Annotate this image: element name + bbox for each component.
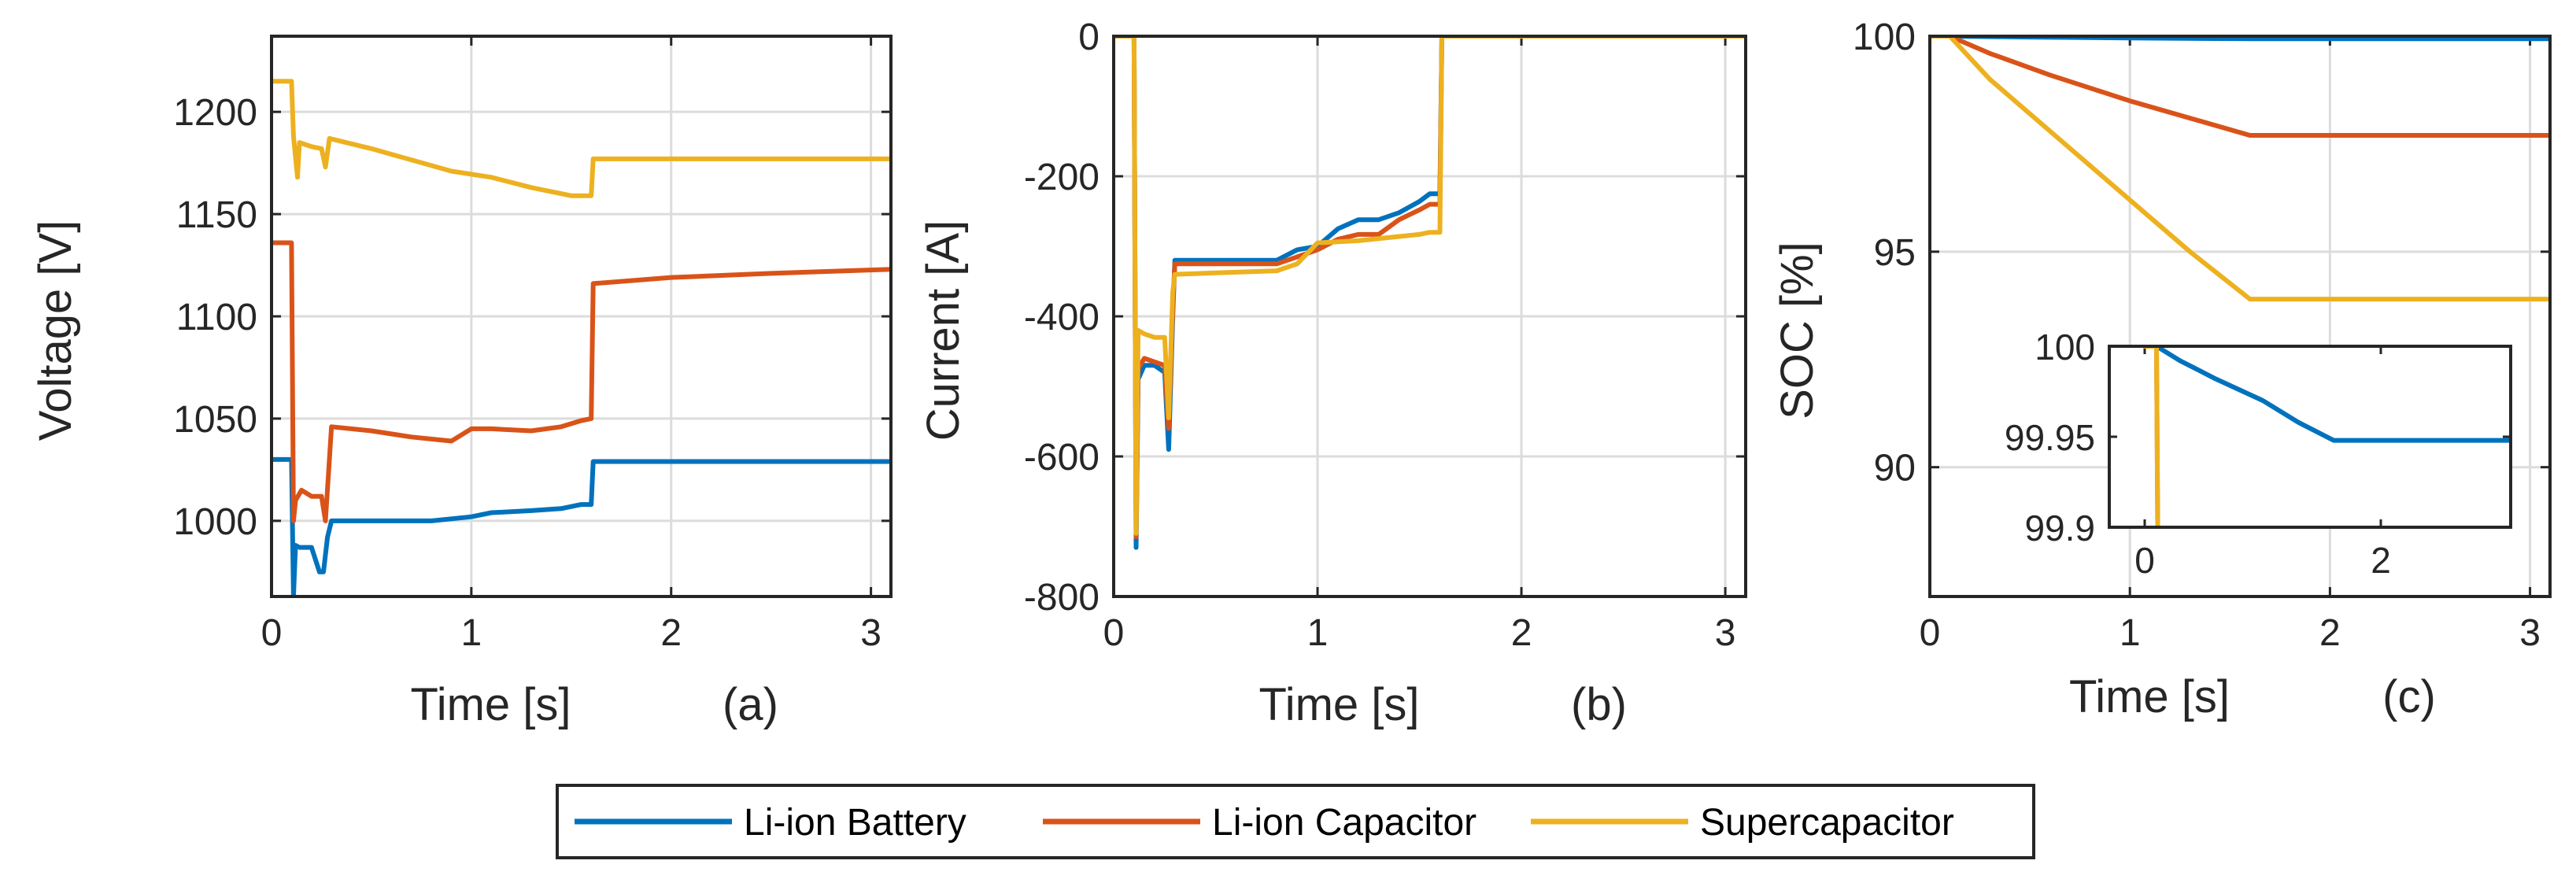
y-tick-label: -600	[1024, 437, 1100, 478]
x-tick-label: 2	[660, 612, 682, 654]
x-tick-label: 0	[261, 612, 283, 654]
y-tick-label: 99.9	[2024, 508, 2095, 548]
x-tick-label: 1	[461, 612, 482, 654]
series-group	[1114, 36, 1746, 550]
y-tick-label: 1100	[176, 297, 257, 338]
y-tick-label: 99.95	[2005, 417, 2095, 458]
y-tick-label: 100	[1853, 17, 1916, 58]
series-group	[2142, 346, 2511, 527]
y-tick-label: 1150	[176, 194, 257, 236]
x-axis-label: Time [s]	[2069, 671, 2230, 722]
series-line-li-ion-battery	[1930, 36, 2550, 42]
y-tick-label: -200	[1024, 157, 1100, 198]
x-tick-label: 1	[2120, 612, 2141, 654]
series-group	[1930, 36, 2550, 302]
series-line-supercapacitor	[272, 79, 891, 198]
series-line-supercapacitor	[2142, 346, 2160, 527]
axes-frame	[1928, 35, 2552, 598]
x-tick-label: 3	[2519, 612, 2541, 654]
x-tick-label: 2	[2319, 612, 2341, 654]
axes-frame	[2108, 345, 2512, 529]
y-tick-label: 95	[1874, 232, 1916, 274]
series-line-supercapacitor	[1930, 36, 2550, 302]
panel-label: (b)	[1571, 679, 1627, 730]
axes-frame	[270, 35, 893, 598]
legend-label-supercapacitor: Supercapacitor	[1700, 802, 1954, 844]
legend-label-li-ion-battery: Li-ion Battery	[744, 802, 966, 844]
x-tick-label: 2	[2371, 540, 2391, 581]
series-line-li-ion-capacitor	[272, 240, 891, 523]
series-group	[272, 79, 891, 596]
inset-axes: 0 2 99.9 99.95 100	[2005, 327, 2512, 581]
series-line-li-ion-capacitor	[1930, 36, 2550, 138]
x-tick-label: 0	[2134, 540, 2155, 581]
series-line-li-ion-battery	[1114, 36, 1746, 550]
legend-label-li-ion-capacitor: Li-ion Capacitor	[1212, 802, 1476, 844]
x-axis-label: Time [s]	[410, 679, 571, 730]
y-tick-label: 0	[1078, 17, 1100, 58]
panel-label: (a)	[723, 679, 778, 730]
y-tick-label: 100	[2035, 327, 2095, 367]
legend-box	[556, 784, 2035, 859]
y-tick-label: -800	[1024, 577, 1100, 619]
x-tick-label: 3	[860, 612, 881, 654]
panel-c: 0 1 2 3 90 95 100 SOC [%] Time [s] (c) 0 2 99.9 99.95…	[1772, 17, 2552, 722]
x-tick-label: 3	[1715, 612, 1736, 654]
series-line-supercapacitor	[1114, 36, 1746, 536]
x-tick-label: 0	[1920, 612, 1941, 654]
y-axis-label: Current [A]	[918, 220, 969, 441]
series-line-li-ion-capacitor	[1114, 36, 1746, 540]
x-tick-label: 2	[1511, 612, 1532, 654]
y-tick-label: 90	[1874, 448, 1916, 489]
panel-label: (c)	[2382, 671, 2436, 722]
series-line-li-ion-battery	[2142, 346, 2511, 443]
y-axis-label: Voltage [V]	[30, 220, 81, 441]
x-tick-label: 0	[1103, 612, 1125, 654]
y-tick-label: 1000	[173, 501, 257, 543]
legend: Li-ion Battery Li-ion Capacitor Supercapac…	[556, 784, 2035, 859]
panel-a: 0 1 2 3 1000 1050 1100 1150 1200 Voltage [V] Time …	[30, 35, 893, 730]
series-line-li-ion-battery	[272, 456, 891, 596]
x-axis-label: Time [s]	[1258, 679, 1419, 730]
y-tick-label: -400	[1024, 297, 1100, 338]
y-tick-label: 1200	[173, 92, 257, 134]
x-tick-label: 1	[1307, 612, 1329, 654]
y-axis-label: SOC [%]	[1772, 242, 1823, 419]
plot-area	[2109, 346, 2511, 527]
y-tick-label: 1050	[173, 399, 257, 441]
axes-frame	[1112, 35, 1747, 598]
panel-b: 0 1 2 3 -800 -600 -400 -200 0 Current [A] Time [s]…	[918, 17, 1747, 730]
